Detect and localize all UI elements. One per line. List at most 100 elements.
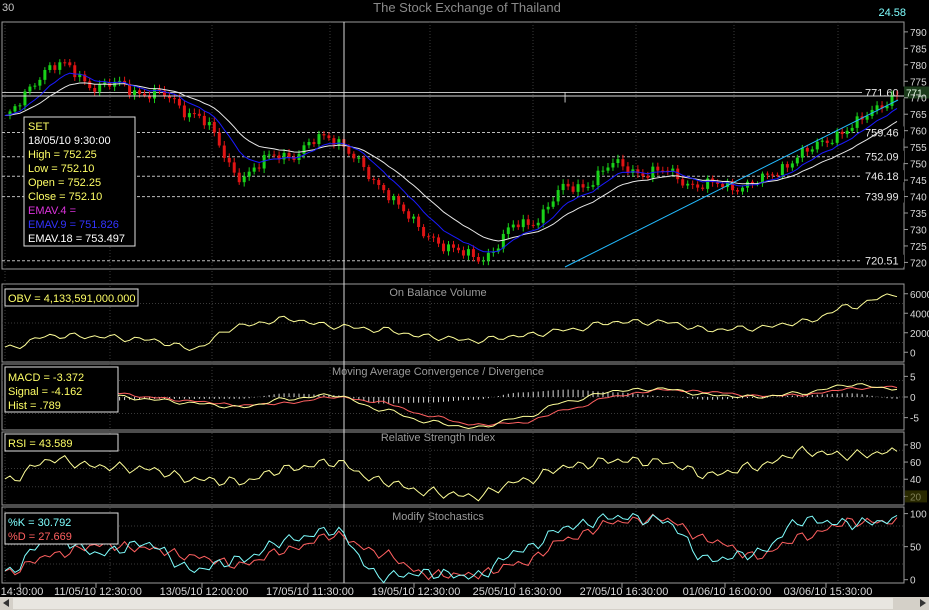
candle-body	[182, 105, 186, 118]
candle-body	[177, 98, 181, 106]
candle-body	[511, 224, 515, 228]
indicator-tick-label: 0	[910, 576, 916, 587]
price-tick-label: 750	[910, 160, 927, 171]
info-ema18: EMAV.18 = 753.497	[28, 233, 125, 245]
indicator-tick-label: 5	[910, 372, 916, 383]
candle-body	[621, 159, 625, 167]
price-tick-label: 785	[910, 44, 927, 55]
scroll-left-icon[interactable]	[3, 599, 9, 607]
candle-body	[486, 252, 490, 261]
candle-body	[845, 130, 849, 135]
price-level-bg	[862, 150, 904, 163]
candle-body	[262, 155, 266, 169]
candle-body	[422, 226, 426, 237]
scroll-right-icon[interactable]	[920, 599, 926, 607]
candle-body	[242, 176, 246, 183]
candle-body	[73, 65, 77, 78]
price-level-label: 739.99	[865, 192, 899, 204]
top-right-value: 24.58	[878, 7, 906, 19]
candle-body	[307, 142, 311, 146]
info-datetime: 18/05/10 9:30:00	[28, 135, 111, 147]
candle-body	[148, 95, 152, 99]
candle-body	[157, 89, 161, 91]
price-tick-label: 790	[910, 28, 927, 39]
trend-line[interactable]	[564, 99, 899, 268]
candle-body	[167, 96, 171, 99]
candle-body	[367, 167, 371, 180]
candle-body	[586, 186, 590, 188]
price-tick-label: 755	[910, 143, 927, 154]
indicator-tick-label: 100	[910, 510, 927, 521]
candle-body	[855, 116, 859, 128]
candle-body	[277, 155, 281, 160]
candle-body	[33, 85, 37, 87]
ema18-line	[4, 82, 898, 242]
candle-body	[506, 227, 510, 234]
candle-body	[551, 201, 555, 207]
candle-body	[576, 184, 580, 192]
info-open: Open = 752.25	[28, 177, 101, 189]
candle-body	[611, 163, 615, 168]
candle-body	[596, 170, 600, 186]
candle-body	[496, 248, 500, 252]
candle-body	[252, 167, 256, 172]
price-tick-label: 775	[910, 77, 927, 88]
candle-body	[63, 62, 67, 64]
candle-body	[815, 141, 819, 150]
candle-body	[197, 113, 201, 116]
candle-body	[661, 170, 665, 172]
candle-body	[616, 159, 620, 164]
macd-signal-readout: Signal = -4.162	[8, 386, 82, 398]
candle-body	[736, 190, 740, 192]
candle-body	[501, 233, 505, 249]
candle-body	[437, 237, 441, 244]
candle-body	[68, 62, 72, 66]
candle-body	[212, 122, 216, 133]
price-tick-label: 765	[910, 110, 927, 121]
candle-body	[227, 157, 231, 163]
obv-readout: OBV = 4,133,591,000.000	[8, 293, 136, 305]
horizontal-scrollbar[interactable]	[0, 597, 929, 610]
info-close: Close = 752.10	[28, 191, 102, 203]
candle-body	[18, 105, 22, 107]
candle-body	[172, 98, 176, 100]
candle-body	[521, 219, 525, 228]
candle-body	[427, 236, 431, 238]
indicator-axes: 600040002000050-580604020100500	[904, 290, 929, 587]
candle-body	[257, 167, 261, 169]
candle-body	[805, 147, 809, 152]
candle-body	[556, 190, 560, 202]
candle-body	[38, 79, 42, 86]
candle-body	[93, 88, 97, 92]
indicator-tick-label: 0	[910, 348, 916, 359]
candle-body	[118, 80, 122, 82]
candle-body	[232, 162, 236, 173]
macd-readout: MACD = -3.372	[8, 372, 84, 384]
price-level-label: 746.18	[865, 171, 899, 183]
candle-body	[152, 89, 156, 99]
candle-body	[138, 90, 142, 94]
candle-body	[741, 187, 745, 192]
candle-body	[641, 173, 645, 176]
candle-body	[830, 142, 834, 144]
candle-body	[516, 224, 520, 228]
candle-body	[128, 83, 132, 96]
time-tick-label: 11/05/10 12:30:00	[54, 586, 142, 598]
info-high: High = 752.25	[28, 149, 97, 161]
candle-body	[267, 154, 271, 156]
candle-body	[8, 111, 12, 116]
indicator-tick-label: 60	[910, 458, 922, 469]
price-tick-label: 730	[910, 225, 927, 236]
candle-body	[133, 90, 137, 96]
candle-body	[456, 247, 460, 251]
price-tick-label: 760	[910, 127, 927, 138]
last-price-label: 771.	[906, 88, 925, 99]
candle-body	[696, 184, 700, 188]
candle-body	[760, 173, 764, 184]
candle-body	[686, 183, 690, 186]
candle-body	[566, 183, 570, 187]
candle-body	[800, 147, 804, 158]
candle-body	[850, 127, 854, 131]
candle-body	[471, 249, 475, 258]
